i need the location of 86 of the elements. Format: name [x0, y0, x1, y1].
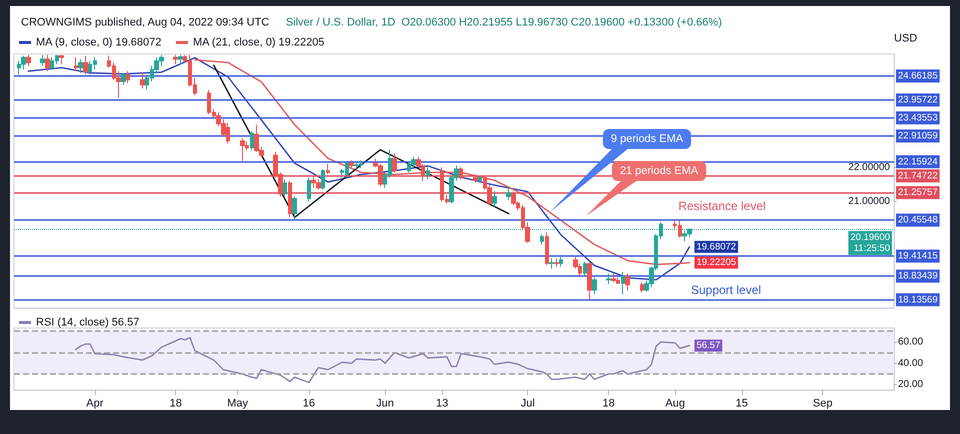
x-tick-label: Apr	[86, 398, 104, 410]
candlestick	[545, 232, 549, 266]
candlestick	[354, 162, 359, 170]
annotation: 19.68072	[696, 241, 736, 252]
candlestick	[459, 166, 463, 180]
candlestick	[592, 276, 597, 295]
candlestick	[611, 273, 616, 283]
candlestick	[45, 54, 50, 72]
y-tick-label: 21.00000	[848, 196, 890, 208]
candlestick	[511, 190, 516, 206]
x-tick-label: Sep	[812, 398, 832, 410]
candlestick	[640, 282, 644, 294]
candlestick	[554, 258, 559, 268]
x-tick-label: 13	[436, 398, 448, 410]
candlestick	[288, 180, 292, 218]
candlestick	[606, 273, 611, 284]
candlestick	[292, 196, 297, 221]
candlestick	[625, 273, 630, 292]
candlestick	[587, 261, 592, 300]
candlestick	[173, 54, 178, 65]
chart-subtitle: Silver / U.S. Dollar, 1D O20.06300 H20.21955 L19.96730 C20.19600 +0.13300 (+0.66%)	[286, 16, 722, 28]
candlestick	[283, 178, 287, 197]
candlestick	[78, 58, 83, 74]
annotation: 9 periods EMA	[610, 133, 684, 145]
candlestick	[540, 234, 544, 245]
ref-line-label: 23.43553	[898, 112, 938, 124]
chart-title: CROWNGIMS published, Aug 04, 2022 09:34 UTC	[21, 16, 270, 28]
annotation: Support level	[690, 283, 762, 297]
series-label: MA (9, close, 0) 19.68072	[36, 36, 162, 48]
candlestick	[121, 72, 126, 86]
candlestick	[178, 54, 183, 65]
ref-line-label: 24.66185	[898, 70, 938, 82]
ref-line-label: 20.45548	[898, 214, 938, 226]
candlestick	[307, 177, 311, 202]
y-tick-label: 22.00000	[848, 162, 890, 173]
candlestick	[40, 54, 45, 67]
x-tick-label: 18	[170, 398, 182, 410]
candlestick	[59, 54, 64, 65]
ref-line-label: 19.41415	[898, 250, 938, 262]
candlestick	[240, 138, 245, 162]
candlestick	[321, 168, 325, 190]
line-series	[213, 64, 510, 218]
x-tick-label: Aug	[665, 398, 685, 410]
x-tick-label: May	[227, 398, 248, 410]
candlestick	[140, 72, 145, 89]
ref-line-label: 22.91059	[898, 130, 938, 142]
x-tick-label: 18	[602, 398, 615, 410]
annotation: 56.57	[696, 340, 720, 352]
y-tick-label: 40.00	[898, 358, 924, 369]
y-axis-title: USD	[894, 32, 918, 44]
candlestick	[250, 130, 254, 151]
candlestick	[426, 166, 430, 180]
annotation: 21 periods EMA	[620, 165, 699, 177]
x-tick-label: Jul	[520, 398, 535, 410]
candlestick	[74, 56, 78, 72]
series-label: MA (21, close, 0) 19.22205	[192, 36, 324, 48]
legend-label: RSI (14, close) 56.57	[36, 316, 140, 328]
candlestick	[583, 261, 587, 276]
ref-line-label: 18.13569	[898, 294, 938, 306]
candlestick	[478, 175, 482, 184]
candlestick	[392, 153, 397, 173]
y-tick-label: 60.00	[898, 336, 924, 348]
candlestick	[126, 70, 130, 84]
candlestick	[621, 271, 625, 295]
candlestick	[326, 163, 330, 175]
ref-line-label: 23.95722	[898, 94, 938, 106]
ref-line-label: 20.19600 11:25:50	[850, 232, 890, 254]
ref-line-label: 21.25757	[898, 187, 938, 198]
candlestick	[492, 190, 497, 208]
x-tick-label: Jun	[376, 398, 394, 410]
candlestick	[349, 160, 354, 170]
x-tick-label: 15	[736, 398, 748, 410]
annotation: 19.22205	[696, 257, 736, 268]
ref-line-label: 18.83439	[898, 270, 938, 282]
ref-line-label: 21.74722	[898, 170, 938, 182]
candlestick	[559, 254, 563, 268]
candlestick	[549, 258, 554, 270]
annotation: Resistance level	[678, 199, 766, 213]
candlestick	[26, 54, 31, 67]
y-tick-label: 20.00	[898, 379, 924, 390]
candlestick	[83, 55, 88, 76]
line-series	[75, 336, 690, 384]
x-tick-label: 16	[302, 398, 316, 410]
candlestick	[506, 186, 511, 200]
ref-line-label: 22.15924	[898, 156, 938, 168]
candlestick	[473, 174, 478, 184]
